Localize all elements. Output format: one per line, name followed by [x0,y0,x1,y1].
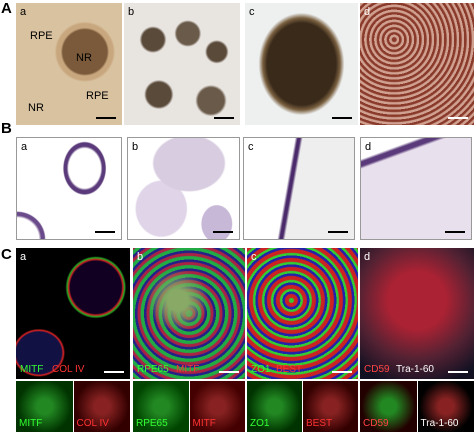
scale-bar [219,371,239,373]
stain-label: RPE65 [137,364,169,375]
photo: d [360,3,474,125]
channel-label: MITF [19,418,43,429]
photo: b RPE65 MITF [133,248,245,379]
stain-label: Tra-1-60 [396,364,434,375]
channel-label: MITF [192,418,216,429]
photo: b [124,3,240,125]
scale-bar [213,231,233,233]
panel-label: c [251,251,257,263]
photo: CD59 [360,381,417,432]
photo: c [243,137,355,240]
annotation: NR [28,102,44,114]
photo: c ZO1 BEST [247,248,358,379]
scale-bar [448,371,468,373]
channel-label: CD59 [363,418,389,429]
photo: a MITF COL IV [16,248,130,379]
channel-label: COL IV [76,418,109,429]
row-label: B [1,120,12,137]
stain-label: MITF [176,364,200,375]
stain-label: BEST [276,364,303,375]
channel-label: RPE65 [136,418,168,429]
row-label: A [1,0,12,17]
stain-label: MITF [20,364,44,375]
channel-label: ZO1 [250,418,270,429]
photo: c [245,3,358,125]
channel-label: Tra-1-60 [420,418,459,429]
panel-label: d [364,6,371,18]
panel-label: a [20,6,27,18]
photo: d [360,137,472,240]
photo: COL IV [73,381,130,432]
panel-label: a [21,141,28,153]
stain-label: ZO1 [251,364,271,375]
scale-bar [445,231,465,233]
photo: b [127,137,240,240]
photo: MITF [16,381,73,432]
annotation: RPE [30,30,53,42]
stain-label: CD59 [364,364,390,375]
photo: RPE65 [133,381,189,432]
photo: ZO1 [247,381,302,432]
scale-bar [332,371,352,373]
channel-label: BEST [306,418,333,429]
panel-label: b [137,251,144,263]
panel-label: b [132,141,139,153]
photo: a RPE NR NR RPE [16,3,122,125]
scale-bar [96,117,116,119]
panel-label: a [20,251,27,263]
panel-label: b [128,6,135,18]
panel-label: c [248,141,254,153]
photo: d CD59 Tra-1-60 [360,248,474,379]
photo: a [16,137,122,240]
scale-bar [104,371,124,373]
panel-label: d [365,141,372,153]
row-label: C [1,246,12,263]
scale-bar [95,231,115,233]
annotation: RPE [86,90,109,102]
scale-bar [214,117,234,119]
panel-label: d [364,251,371,263]
scale-bar [332,117,352,119]
photo: Tra-1-60 [417,381,474,432]
photo: MITF [189,381,245,432]
scale-bar [448,117,468,119]
annotation: NR [76,52,92,64]
stain-label: COL IV [52,364,85,375]
photo: BEST [303,381,358,432]
panel-label: c [249,6,255,18]
scale-bar [328,231,348,233]
